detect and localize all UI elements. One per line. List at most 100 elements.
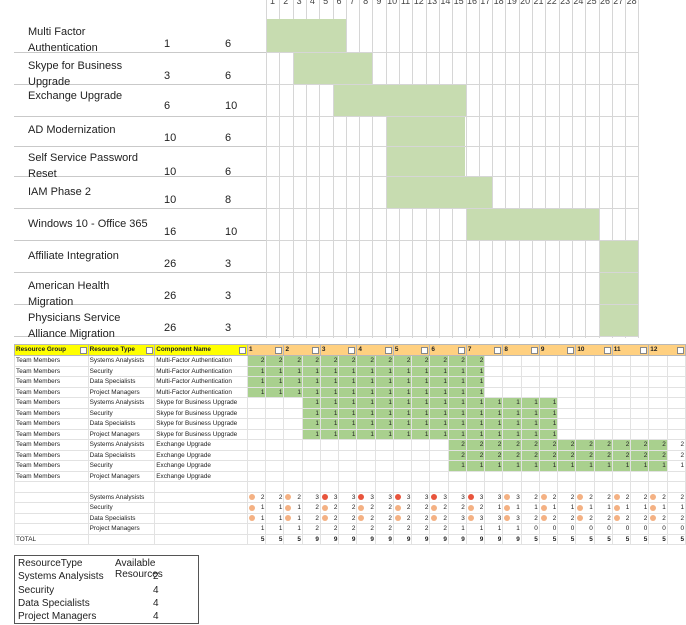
filter-dropdown-icon[interactable] <box>494 347 502 354</box>
filter-dropdown-icon[interactable] <box>275 347 283 354</box>
column-header[interactable]: 6 <box>429 344 467 356</box>
filter-dropdown-icon[interactable] <box>421 347 429 354</box>
allocation-cell: 1 <box>374 386 394 398</box>
filter-dropdown-icon[interactable] <box>311 347 319 354</box>
allocation-cell: 1 <box>447 460 467 472</box>
allocation-cell: 1 <box>392 376 413 388</box>
column-header[interactable]: Resource Group <box>14 344 89 356</box>
column-header[interactable]: Component Name <box>154 344 248 356</box>
summary-cell: 0 <box>557 523 577 535</box>
grid-line <box>598 0 600 338</box>
column-header-label: Resource Group <box>16 346 67 353</box>
column-header[interactable]: 9 <box>538 344 577 356</box>
filter-dropdown-icon[interactable] <box>567 347 575 354</box>
resource-group-cell: Team Members <box>14 418 89 430</box>
allocation-cell <box>283 449 303 461</box>
allocation-cell <box>575 428 595 440</box>
column-header[interactable]: 4 <box>356 344 394 356</box>
empty-cell <box>611 481 632 493</box>
filter-dropdown-icon[interactable] <box>530 347 538 354</box>
grid-line <box>478 0 480 338</box>
allocation-cell: 1 <box>465 386 486 398</box>
summary-cell: 3 <box>502 491 522 503</box>
table-header-row: Resource Group Resource Type Component Nam… <box>14 344 686 356</box>
summary-cell: 2 <box>648 512 668 524</box>
column-header[interactable]: 10 <box>575 344 613 356</box>
filter-dropdown-icon[interactable] <box>79 347 87 354</box>
resource-group-cell: Team Members <box>14 460 89 472</box>
allocation-cell <box>557 397 577 409</box>
summary-cell: 2 <box>338 512 358 524</box>
column-header[interactable]: 11 <box>611 344 650 356</box>
empty-cell <box>265 481 285 493</box>
allocation-cell: 1 <box>447 365 467 377</box>
filter-dropdown-icon[interactable] <box>238 347 246 354</box>
period-tick: 6 <box>336 0 342 6</box>
period-tick: 2 <box>283 0 289 6</box>
summary-cell: 3 <box>447 512 467 524</box>
filter-dropdown-icon[interactable] <box>457 347 465 354</box>
column-header[interactable]: 2 <box>283 344 321 356</box>
allocation-cell: 1 <box>338 386 358 398</box>
column-header[interactable]: 3 <box>319 344 358 356</box>
allocation-cell <box>265 439 285 451</box>
allocation-cell <box>557 407 577 419</box>
table-row: Team Members Data Specialists Exchange Upg… <box>14 449 686 461</box>
allocation-cell: 2 <box>447 449 467 461</box>
allocation-cell: 2 <box>465 355 486 367</box>
grid-line <box>571 0 573 338</box>
allocation-cell: 1 <box>283 386 303 398</box>
component-name-cell: Skype for Business Upgrade <box>154 428 248 440</box>
summary-value: 3 <box>406 493 411 501</box>
column-header[interactable]: 8 <box>502 344 540 356</box>
empty-cell <box>447 481 467 493</box>
column-header[interactable]: 12 <box>648 344 686 356</box>
allocation-cell: 1 <box>429 428 449 440</box>
allocation-cell: 1 <box>429 397 449 409</box>
task-bar <box>386 117 466 146</box>
resource-group-cell: Team Members <box>14 407 89 419</box>
summary-cell: 3 <box>465 491 486 503</box>
allocation-cell <box>520 376 540 388</box>
summary-value: 1 <box>552 504 557 512</box>
summary-cell: 1 <box>283 512 303 524</box>
summary-cell: 2 <box>611 491 632 503</box>
allocation-cell: 1 <box>265 376 285 388</box>
period-tick: 28 <box>626 0 637 6</box>
summary-cell: 2 <box>520 512 540 524</box>
allocation-cell <box>593 470 613 482</box>
filter-dropdown-icon[interactable] <box>640 347 648 354</box>
column-header[interactable]: 1 <box>246 344 285 356</box>
filter-dropdown-icon[interactable] <box>348 347 356 354</box>
summary-cell: 0 <box>575 523 595 535</box>
period-tick: 22 <box>546 0 557 6</box>
filter-dropdown-icon[interactable] <box>146 347 154 354</box>
status-dot-icon <box>358 504 365 511</box>
allocation-cell: 1 <box>429 418 449 430</box>
filter-dropdown-icon[interactable] <box>384 347 392 354</box>
filter-dropdown-icon[interactable] <box>677 347 684 354</box>
column-header[interactable]: Resource Type <box>87 344 156 356</box>
allocation-cell <box>593 407 613 419</box>
allocation-cell: 1 <box>502 460 522 472</box>
resource-group-cell: Team Members <box>14 428 89 440</box>
allocation-cell: 1 <box>246 376 267 388</box>
column-header[interactable]: 5 <box>392 344 431 356</box>
allocation-cell: 2 <box>611 439 632 451</box>
allocation-cell: 1 <box>374 376 394 388</box>
allocation-cell: 1 <box>447 386 467 398</box>
allocation-cell <box>502 376 522 388</box>
grid-line <box>372 0 374 338</box>
filter-dropdown-icon[interactable] <box>603 347 611 354</box>
allocation-cell: 1 <box>411 418 431 430</box>
period-tick: 4 <box>309 0 315 6</box>
grid-line <box>266 0 267 338</box>
allocation-cell: 1 <box>520 428 540 440</box>
column-header[interactable]: 7 <box>465 344 504 356</box>
allocation-cell <box>484 376 504 388</box>
allocation-cell: 1 <box>465 407 486 419</box>
grid-line <box>359 0 361 338</box>
allocation-cell: 1 <box>301 386 321 398</box>
task-row-separator <box>14 52 266 53</box>
summary-value: 2 <box>406 514 411 522</box>
